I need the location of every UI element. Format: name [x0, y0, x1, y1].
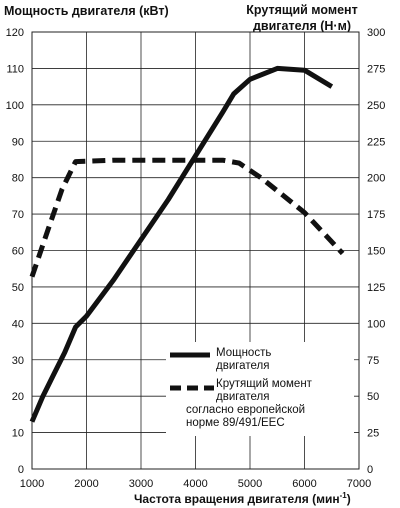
left-y-tick-label: 80 [12, 173, 24, 185]
left-y-tick-label: 70 [12, 209, 24, 221]
left-y-tick-label: 20 [12, 391, 24, 403]
right-y-tick-label: 50 [367, 391, 379, 403]
x-tick-label: 5000 [238, 478, 262, 490]
right-axis-title-line1: Крутящий момент [246, 3, 357, 17]
x-axis-label-sup: -1 [340, 491, 348, 500]
right-y-tick-label: 250 [367, 100, 385, 112]
x-tick-label: 4000 [183, 478, 207, 490]
grid [31, 31, 360, 470]
x-tick-label: 2000 [74, 478, 98, 490]
x-axis-label-main: Частота вращения двигателя (мин [134, 492, 340, 506]
legend-power-line1: Мощность [216, 347, 271, 359]
left-y-tick-label: 110 [6, 63, 24, 75]
x-tick-label: 1000 [20, 478, 44, 490]
left-y-tick-label: 60 [12, 246, 24, 258]
x-tick-labels: 1000 2000 3000 4000 5000 6000 7000 [20, 478, 371, 490]
left-y-tick-label: 120 [6, 27, 24, 39]
right-y-tick-label: 275 [367, 63, 385, 75]
right-y-tick-label: 25 [367, 428, 379, 440]
left-y-tick-label: 30 [12, 355, 24, 367]
left-y-tick-label: 40 [12, 318, 24, 330]
plot-frame [31, 31, 360, 470]
left-axis-title: Мощность двигателя (кВт) [4, 4, 169, 18]
legend-torque-line3: согласно европейской [186, 404, 305, 416]
right-y-tick-label: 125 [367, 282, 385, 294]
x-tick-label: 3000 [129, 478, 153, 490]
right-y-tick-label: 300 [367, 27, 385, 39]
x-tick-label: 6000 [292, 478, 316, 490]
x-tick-label: 7000 [347, 478, 371, 490]
left-y-tick-label: 90 [12, 136, 24, 148]
left-y-tick-label: 0 [18, 464, 24, 476]
right-y-tick-labels: 0 25 50 75 100 125 150 175 200 225 250 275 300 [367, 27, 385, 476]
x-axis-label-close: ) [347, 492, 351, 506]
left-y-tick-label: 100 [6, 100, 24, 112]
right-y-tick-label: 175 [367, 209, 385, 221]
right-y-tick-label: 150 [367, 246, 385, 258]
power-series-line [29, 65, 334, 423]
left-y-tick-label: 10 [12, 428, 24, 440]
legend-torque-line1: Крутящий момент [216, 378, 313, 390]
torque-series-line [29, 157, 345, 278]
right-y-tick-label: 0 [367, 464, 373, 476]
legend-power-line2: двигателя [216, 360, 269, 372]
right-y-tick-label: 100 [367, 318, 385, 330]
left-y-tick-labels: 0 10 20 30 40 50 60 70 80 90 100 110 120 [6, 27, 24, 476]
series-lines [29, 65, 345, 423]
right-y-tick-label: 225 [367, 136, 385, 148]
right-y-tick-label: 200 [367, 173, 385, 185]
left-y-tick-label: 50 [12, 282, 24, 294]
legend-torque-line4: норме 89/491/EEC [186, 417, 285, 429]
right-y-tick-label: 75 [367, 355, 379, 367]
right-axis-title-line2: двигателя (Н·м) [253, 19, 351, 33]
legend-torque-line2: двигателя [216, 391, 269, 403]
x-axis-label: Частота вращения двигателя (мин-1) [134, 491, 351, 506]
